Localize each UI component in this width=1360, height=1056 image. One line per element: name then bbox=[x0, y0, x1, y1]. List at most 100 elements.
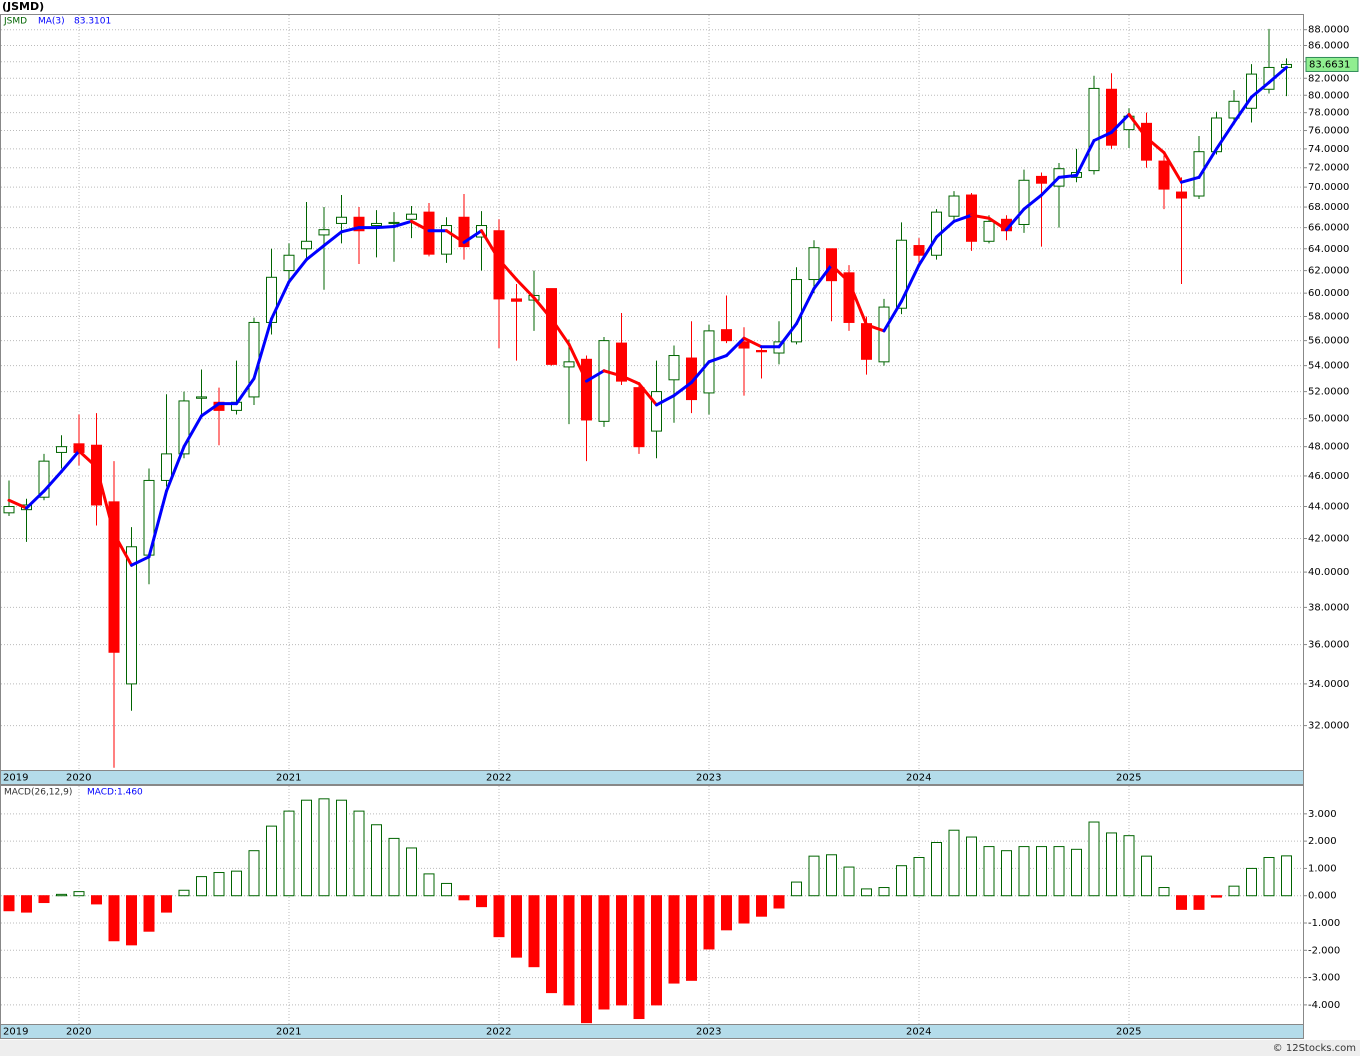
macd-bar bbox=[73, 891, 85, 897]
ma-line bbox=[532, 296, 553, 321]
x-tick-label: 2022 bbox=[486, 773, 511, 784]
legend-ma-value: 83.3101 bbox=[74, 17, 111, 27]
y-tick-label: 3.000 bbox=[1308, 809, 1337, 820]
ma-line bbox=[112, 532, 133, 567]
macd-bar bbox=[546, 895, 557, 994]
y-tick-label: 78.0000 bbox=[1308, 108, 1349, 119]
macd-bar bbox=[948, 829, 960, 897]
candle-body bbox=[283, 254, 295, 272]
candle-body bbox=[1228, 100, 1240, 119]
candle-body bbox=[423, 211, 435, 255]
macd-bar bbox=[1228, 885, 1240, 897]
ma-line bbox=[60, 449, 81, 473]
candle-body bbox=[1193, 151, 1205, 197]
macd-bar bbox=[1123, 835, 1135, 897]
ma-line bbox=[847, 280, 868, 327]
ma-line bbox=[707, 354, 728, 364]
macd-bar bbox=[616, 895, 627, 1006]
candle-body bbox=[668, 355, 680, 381]
legend-macd-value: MACD:1.460 bbox=[87, 788, 143, 798]
y-tick-label: 76.0000 bbox=[1308, 126, 1349, 137]
ma-line bbox=[1267, 65, 1288, 84]
y-tick-label: 64.0000 bbox=[1308, 244, 1349, 255]
candle-body bbox=[1036, 175, 1047, 184]
macd-bar bbox=[1018, 846, 1030, 897]
ma-line bbox=[1110, 112, 1131, 134]
ma-line bbox=[1092, 130, 1113, 143]
y-tick-label: 66.0000 bbox=[1308, 223, 1349, 234]
chart-title: (JSMD) bbox=[2, 0, 44, 13]
macd-bar bbox=[983, 846, 995, 897]
y-tick-label: 88.0000 bbox=[1308, 25, 1349, 36]
ma-line bbox=[935, 219, 956, 239]
ma-line bbox=[252, 317, 273, 381]
candle-body bbox=[756, 350, 767, 353]
candle-body bbox=[91, 444, 102, 506]
candle-body bbox=[441, 225, 452, 255]
ma-line bbox=[462, 229, 483, 244]
candle-body bbox=[318, 229, 330, 236]
candle-body bbox=[563, 361, 575, 368]
y-tick-label: 32.0000 bbox=[1308, 721, 1349, 732]
footer-bar bbox=[0, 1040, 1360, 1056]
candle-body bbox=[983, 220, 995, 242]
ma-line bbox=[95, 465, 116, 536]
macd-bar bbox=[56, 893, 67, 897]
macd-bar bbox=[283, 810, 295, 897]
y-tick-label: 70.0000 bbox=[1308, 182, 1349, 193]
candle-body bbox=[371, 222, 382, 227]
ma-line bbox=[1250, 80, 1271, 99]
ma-line bbox=[620, 374, 641, 386]
ma-line bbox=[777, 322, 798, 349]
ma-line bbox=[165, 445, 186, 493]
ma-line bbox=[42, 469, 63, 493]
candle-body bbox=[406, 213, 417, 220]
ma-line bbox=[497, 258, 518, 282]
macd-bar bbox=[703, 895, 715, 950]
y-tick-label: 40.0000 bbox=[1308, 567, 1349, 578]
ma-line bbox=[1005, 207, 1026, 232]
ma-line bbox=[602, 369, 623, 378]
ma-line bbox=[375, 225, 396, 230]
ma-line bbox=[987, 216, 1008, 232]
macd-bar bbox=[686, 895, 697, 981]
ma-line bbox=[1162, 151, 1183, 184]
candle-body bbox=[1018, 179, 1030, 225]
macd-bar bbox=[108, 895, 120, 942]
y-tick-label: -3.000 bbox=[1308, 973, 1340, 984]
candle-body bbox=[161, 453, 172, 481]
x-tick-label: 2020 bbox=[66, 1027, 91, 1038]
macd-bar bbox=[336, 799, 347, 897]
macd-bar bbox=[423, 873, 435, 897]
macd-bar bbox=[1158, 887, 1170, 897]
ma-line bbox=[1040, 175, 1061, 197]
macd-bar bbox=[581, 895, 592, 1024]
macd-bar bbox=[1106, 832, 1117, 897]
x-tick-label: 2023 bbox=[696, 773, 721, 784]
ma-line bbox=[25, 489, 46, 510]
y-tick-label: 1.000 bbox=[1308, 863, 1337, 874]
candle-body bbox=[808, 247, 820, 281]
footer: © 12Stocks.com bbox=[1273, 1043, 1356, 1054]
ma-line bbox=[130, 555, 151, 567]
macd-bar bbox=[528, 895, 540, 968]
macd-bar bbox=[248, 850, 260, 897]
candle-body bbox=[336, 216, 347, 224]
ma-line bbox=[1075, 139, 1096, 177]
candle-body bbox=[913, 245, 925, 256]
ma-line bbox=[567, 342, 588, 383]
last-price-label: 83.6631 bbox=[1309, 59, 1350, 70]
ma-line bbox=[287, 258, 308, 284]
x-tick-label: 2022 bbox=[486, 1027, 511, 1038]
ma-line bbox=[725, 336, 746, 358]
candle-body bbox=[616, 342, 627, 382]
macd-bar bbox=[21, 895, 32, 913]
macd-bar bbox=[371, 824, 382, 897]
macd-bar bbox=[1246, 867, 1257, 897]
y-tick-label: 74.0000 bbox=[1308, 144, 1349, 155]
y-tick-label: 60.0000 bbox=[1308, 288, 1349, 299]
candle-body bbox=[598, 340, 610, 422]
macd-bar bbox=[668, 895, 680, 984]
candle-body bbox=[108, 501, 120, 653]
x-tick-label: 2024 bbox=[906, 773, 931, 784]
